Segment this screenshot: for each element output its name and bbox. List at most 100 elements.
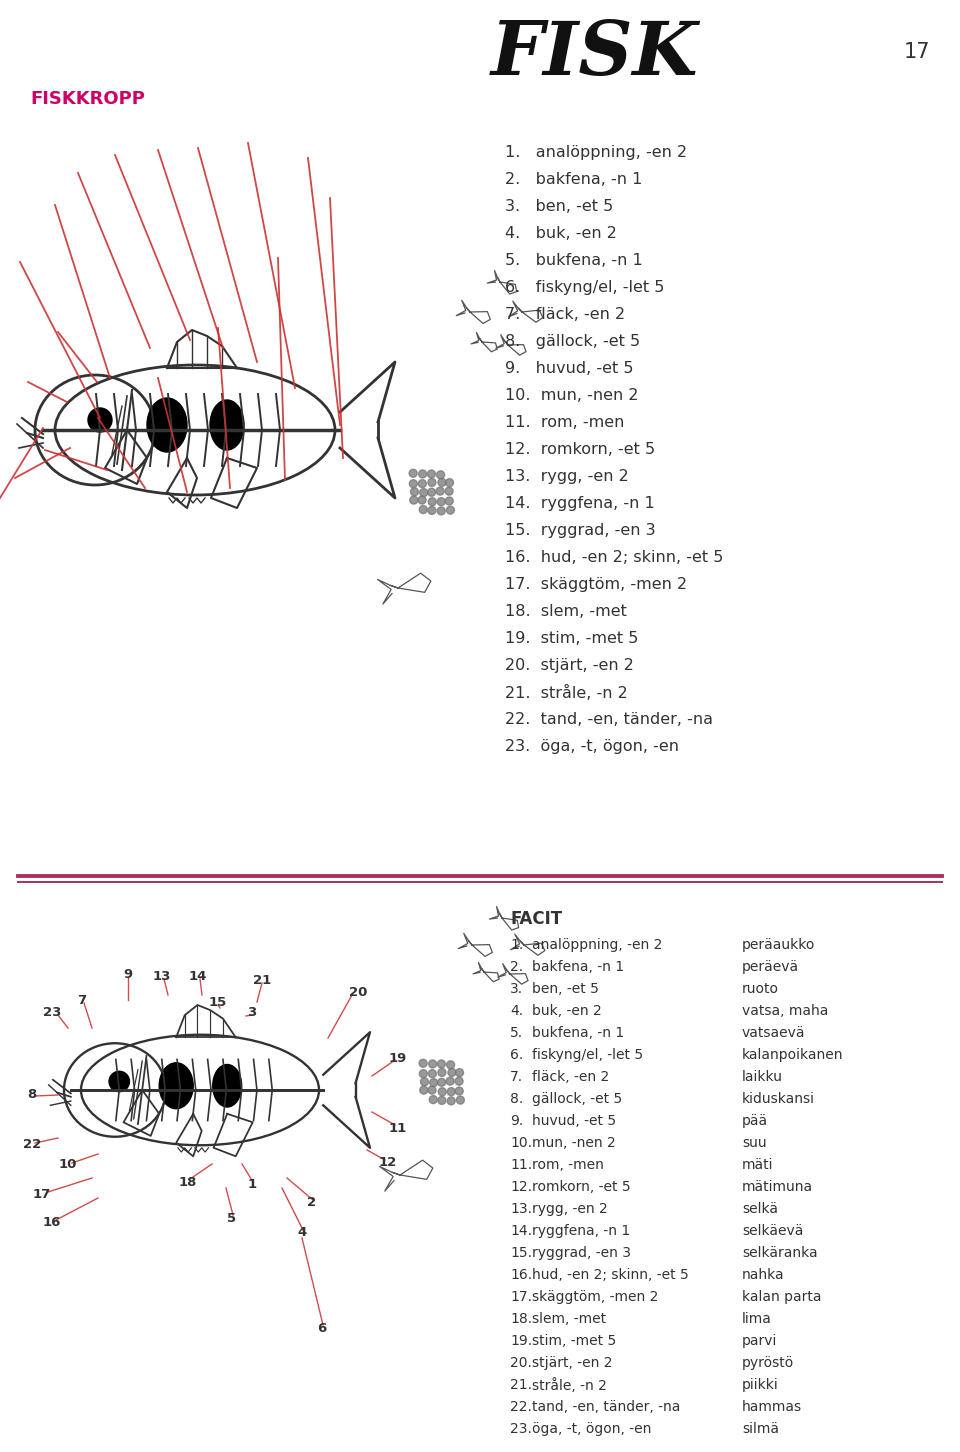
Circle shape bbox=[430, 1079, 438, 1086]
Text: rom, -men: rom, -men bbox=[532, 1159, 604, 1172]
Circle shape bbox=[410, 497, 418, 504]
Text: 12.  romkorn, -et 5: 12. romkorn, -et 5 bbox=[505, 441, 655, 457]
Text: 20.: 20. bbox=[510, 1356, 532, 1371]
Text: 23: 23 bbox=[43, 1005, 61, 1018]
Text: 19.: 19. bbox=[510, 1334, 532, 1347]
Circle shape bbox=[438, 1060, 445, 1069]
Text: fläck, -en 2: fläck, -en 2 bbox=[532, 1070, 610, 1085]
Text: mätimuna: mätimuna bbox=[742, 1180, 813, 1194]
Text: 7.   fläck, -en 2: 7. fläck, -en 2 bbox=[505, 306, 625, 322]
Text: 4: 4 bbox=[298, 1225, 306, 1239]
Text: 23.: 23. bbox=[510, 1422, 532, 1436]
Circle shape bbox=[428, 507, 436, 514]
Circle shape bbox=[447, 1088, 455, 1096]
Circle shape bbox=[420, 488, 427, 497]
Text: 18.  slem, -met: 18. slem, -met bbox=[505, 604, 627, 619]
Text: öga, -t, ögon, -en: öga, -t, ögon, -en bbox=[532, 1422, 652, 1436]
Text: 15.  ryggrad, -en 3: 15. ryggrad, -en 3 bbox=[505, 523, 656, 539]
Text: 9.: 9. bbox=[510, 1114, 523, 1128]
Text: 17: 17 bbox=[903, 42, 930, 62]
Circle shape bbox=[456, 1096, 465, 1104]
Text: 10: 10 bbox=[59, 1159, 77, 1172]
Circle shape bbox=[420, 505, 427, 514]
Text: ruoto: ruoto bbox=[742, 982, 779, 996]
Circle shape bbox=[438, 1088, 446, 1096]
Text: 21: 21 bbox=[252, 973, 271, 986]
Circle shape bbox=[427, 470, 436, 478]
Text: skäggtöm, -men 2: skäggtöm, -men 2 bbox=[532, 1289, 659, 1304]
Circle shape bbox=[428, 1060, 437, 1069]
Text: laikku: laikku bbox=[742, 1070, 783, 1085]
Text: 16.  hud, -en 2; skinn, -et 5: 16. hud, -en 2; skinn, -et 5 bbox=[505, 550, 724, 565]
Text: lima: lima bbox=[742, 1313, 772, 1326]
Circle shape bbox=[455, 1077, 463, 1085]
Text: stråle, -n 2: stråle, -n 2 bbox=[532, 1378, 607, 1392]
Text: analöppning, -en 2: analöppning, -en 2 bbox=[532, 938, 662, 953]
Text: stjärt, -en 2: stjärt, -en 2 bbox=[532, 1356, 612, 1371]
Text: 11.  rom, -men: 11. rom, -men bbox=[505, 415, 624, 430]
Text: huvud, -et 5: huvud, -et 5 bbox=[532, 1114, 616, 1128]
Circle shape bbox=[427, 488, 436, 497]
Text: ryggfena, -n 1: ryggfena, -n 1 bbox=[532, 1224, 631, 1239]
Text: mäti: mäti bbox=[742, 1159, 774, 1172]
Circle shape bbox=[420, 1070, 427, 1077]
Text: 9.   huvud, -et 5: 9. huvud, -et 5 bbox=[505, 362, 634, 376]
Text: 17.: 17. bbox=[510, 1289, 532, 1304]
Text: FISKKROPP: FISKKROPP bbox=[30, 90, 145, 107]
Text: 22.: 22. bbox=[510, 1400, 532, 1414]
Text: FACIT: FACIT bbox=[510, 910, 563, 928]
Text: 20.  stjärt, -en 2: 20. stjärt, -en 2 bbox=[505, 658, 634, 672]
Circle shape bbox=[419, 479, 426, 488]
Circle shape bbox=[438, 478, 446, 486]
Text: 19: 19 bbox=[389, 1051, 407, 1064]
Text: selkäevä: selkäevä bbox=[742, 1224, 804, 1239]
Text: 6.   fiskyng/el, -let 5: 6. fiskyng/el, -let 5 bbox=[505, 280, 664, 295]
Text: 5.   bukfena, -n 1: 5. bukfena, -n 1 bbox=[505, 253, 643, 269]
Circle shape bbox=[420, 1077, 428, 1086]
Text: gällock, -et 5: gällock, -et 5 bbox=[532, 1092, 622, 1106]
Text: 7: 7 bbox=[78, 993, 86, 1006]
Text: 21.  stråle, -n 2: 21. stråle, -n 2 bbox=[505, 685, 628, 701]
Circle shape bbox=[428, 1070, 437, 1077]
Text: 16.: 16. bbox=[510, 1268, 532, 1282]
Text: 3.   ben, -et 5: 3. ben, -et 5 bbox=[505, 199, 613, 213]
Text: 3.: 3. bbox=[510, 982, 523, 996]
Text: ben, -et 5: ben, -et 5 bbox=[532, 982, 599, 996]
Text: 18: 18 bbox=[179, 1176, 197, 1189]
Text: 5: 5 bbox=[228, 1211, 236, 1224]
Circle shape bbox=[419, 470, 426, 478]
Text: stim, -met 5: stim, -met 5 bbox=[532, 1334, 616, 1347]
Text: 1: 1 bbox=[248, 1179, 256, 1192]
Text: 13.: 13. bbox=[510, 1202, 532, 1215]
Text: 14.  ryggfena, -n 1: 14. ryggfena, -n 1 bbox=[505, 497, 655, 511]
Text: fiskyng/el, -let 5: fiskyng/el, -let 5 bbox=[532, 1048, 643, 1061]
Text: 14.: 14. bbox=[510, 1224, 532, 1239]
Text: bakfena, -n 1: bakfena, -n 1 bbox=[532, 960, 624, 974]
Text: 2.   bakfena, -n 1: 2. bakfena, -n 1 bbox=[505, 171, 642, 187]
Circle shape bbox=[438, 1079, 445, 1086]
Text: 11.: 11. bbox=[510, 1159, 532, 1172]
Text: 20: 20 bbox=[348, 986, 367, 999]
Circle shape bbox=[88, 408, 112, 433]
Text: kalanpoikanen: kalanpoikanen bbox=[742, 1048, 844, 1061]
Text: pää: pää bbox=[742, 1114, 768, 1128]
Text: peräevä: peräevä bbox=[742, 960, 799, 974]
Text: 7.: 7. bbox=[510, 1070, 523, 1085]
Text: vatsaevä: vatsaevä bbox=[742, 1027, 805, 1040]
Text: parvi: parvi bbox=[742, 1334, 778, 1347]
Text: 12: 12 bbox=[379, 1156, 397, 1169]
Text: 16: 16 bbox=[43, 1215, 61, 1228]
Text: 1.: 1. bbox=[510, 938, 523, 953]
Circle shape bbox=[445, 497, 453, 505]
Text: hammas: hammas bbox=[742, 1400, 803, 1414]
Text: 4.   buk, -en 2: 4. buk, -en 2 bbox=[505, 227, 617, 241]
Text: 22.  tand, -en, tänder, -na: 22. tand, -en, tänder, -na bbox=[505, 711, 713, 727]
Text: silmä: silmä bbox=[742, 1422, 779, 1436]
Circle shape bbox=[446, 1077, 454, 1085]
Text: 19.  stim, -met 5: 19. stim, -met 5 bbox=[505, 632, 638, 646]
Ellipse shape bbox=[159, 1063, 193, 1109]
Circle shape bbox=[437, 470, 444, 479]
Circle shape bbox=[109, 1072, 130, 1092]
Text: 8: 8 bbox=[28, 1089, 36, 1102]
Text: 13: 13 bbox=[153, 970, 171, 983]
